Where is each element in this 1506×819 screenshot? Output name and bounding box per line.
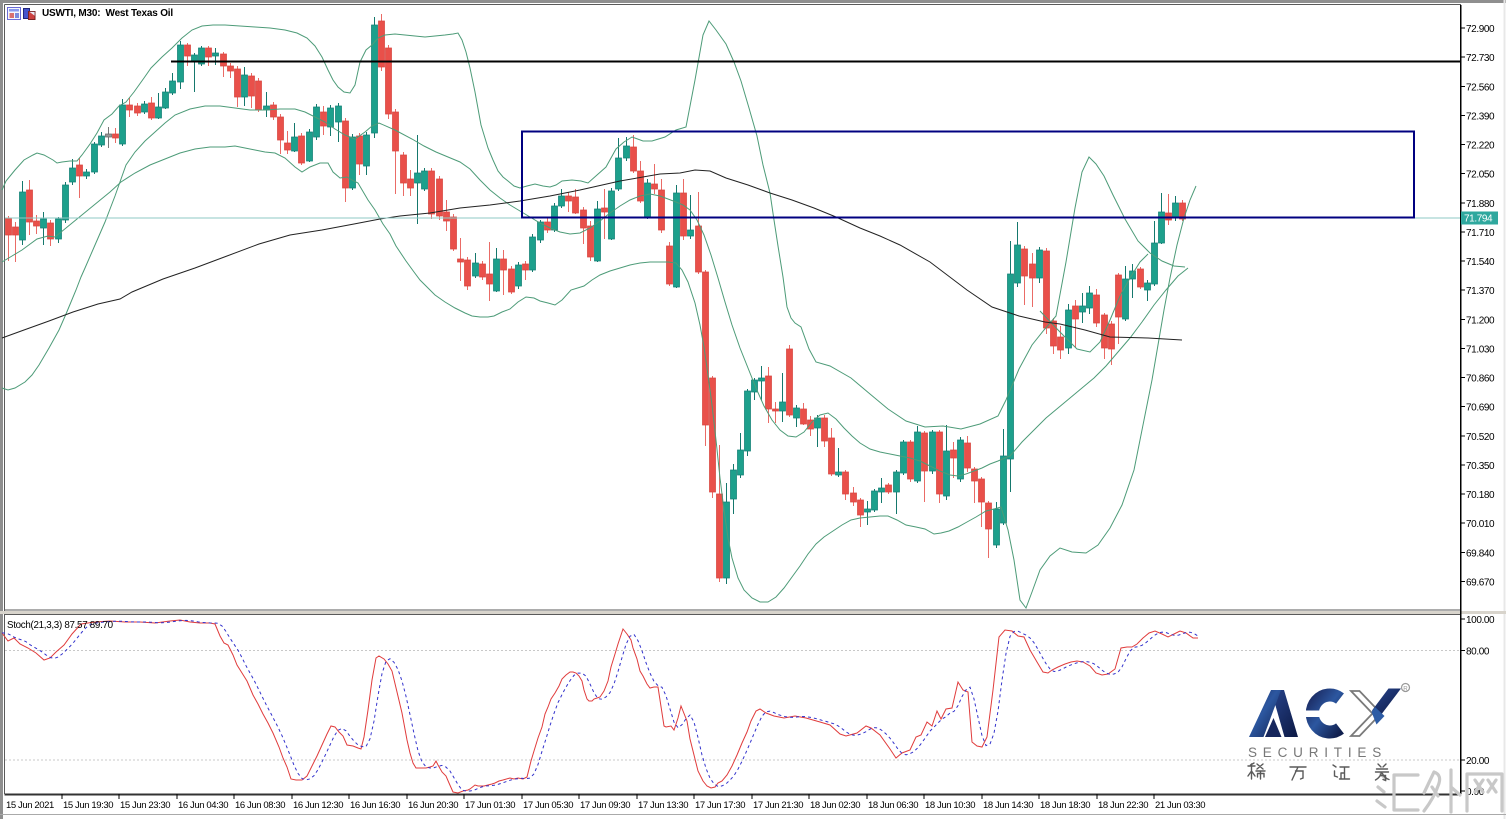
svg-text:72.560: 72.560 (1466, 82, 1495, 93)
svg-text:71.710: 71.710 (1466, 228, 1495, 239)
svg-text:SECURITIES: SECURITIES (1248, 745, 1387, 760)
svg-text:18 Jun 02:30: 18 Jun 02:30 (810, 800, 860, 811)
svg-text:72.390: 72.390 (1466, 111, 1495, 122)
svg-text:69.840: 69.840 (1466, 548, 1495, 559)
svg-text:72.050: 72.050 (1466, 170, 1495, 181)
svg-text:100.00: 100.00 (1466, 615, 1495, 626)
svg-text:17 Jun 05:30: 17 Jun 05:30 (523, 800, 573, 811)
svg-text:18 Jun 06:30: 18 Jun 06:30 (868, 800, 918, 811)
svg-text:16 Jun 08:30: 16 Jun 08:30 (235, 800, 285, 811)
svg-text:16 Jun 12:30: 16 Jun 12:30 (293, 800, 343, 811)
svg-text:71.880: 71.880 (1466, 199, 1495, 210)
svg-text:R: R (1403, 685, 1408, 692)
svg-text:72.220: 72.220 (1466, 141, 1495, 152)
svg-text:71.200: 71.200 (1466, 315, 1495, 326)
svg-text:17 Jun 01:30: 17 Jun 01:30 (465, 800, 515, 811)
svg-text:17 Jun 13:30: 17 Jun 13:30 (638, 800, 688, 811)
svg-text:17 Jun 09:30: 17 Jun 09:30 (580, 800, 630, 811)
svg-text:16 Jun 16:30: 16 Jun 16:30 (350, 800, 400, 811)
svg-text:15 Jun 2021: 15 Jun 2021 (6, 800, 54, 811)
svg-text:21 Jun 03:30: 21 Jun 03:30 (1155, 800, 1205, 811)
svg-text:18 Jun 22:30: 18 Jun 22:30 (1098, 800, 1148, 811)
svg-text:70.860: 70.860 (1466, 374, 1495, 385)
svg-text:18 Jun 14:30: 18 Jun 14:30 (983, 800, 1033, 811)
svg-text:69.670: 69.670 (1466, 577, 1495, 588)
svg-text:16 Jun 04:30: 16 Jun 04:30 (178, 800, 228, 811)
svg-text:80.00: 80.00 (1466, 647, 1490, 658)
svg-text:71.030: 71.030 (1466, 344, 1495, 355)
svg-text:17 Jun 21:30: 17 Jun 21:30 (753, 800, 803, 811)
svg-text:72.730: 72.730 (1466, 53, 1495, 64)
svg-text:72.900: 72.900 (1466, 24, 1495, 35)
svg-text:18 Jun 18:30: 18 Jun 18:30 (1040, 800, 1090, 811)
svg-text:18 Jun 10:30: 18 Jun 10:30 (925, 800, 975, 811)
svg-text:70.690: 70.690 (1466, 403, 1495, 414)
svg-text:15 Jun 19:30: 15 Jun 19:30 (63, 800, 113, 811)
svg-text:70.520: 70.520 (1466, 432, 1495, 443)
svg-text:17 Jun 17:30: 17 Jun 17:30 (695, 800, 745, 811)
svg-text:71.794: 71.794 (1464, 214, 1493, 225)
svg-text:71.540: 71.540 (1466, 257, 1495, 268)
svg-text:70.010: 70.010 (1466, 519, 1495, 530)
svg-text:70.180: 70.180 (1466, 490, 1495, 501)
svg-text:20.00: 20.00 (1466, 756, 1490, 767)
svg-text:15 Jun 23:30: 15 Jun 23:30 (120, 800, 170, 811)
svg-text:Stoch(21,3,3) 87.57 89.70: Stoch(21,3,3) 87.57 89.70 (7, 620, 114, 631)
svg-text:16 Jun 20:30: 16 Jun 20:30 (408, 800, 458, 811)
svg-text:70.350: 70.350 (1466, 461, 1495, 472)
svg-text:71.370: 71.370 (1466, 286, 1495, 297)
